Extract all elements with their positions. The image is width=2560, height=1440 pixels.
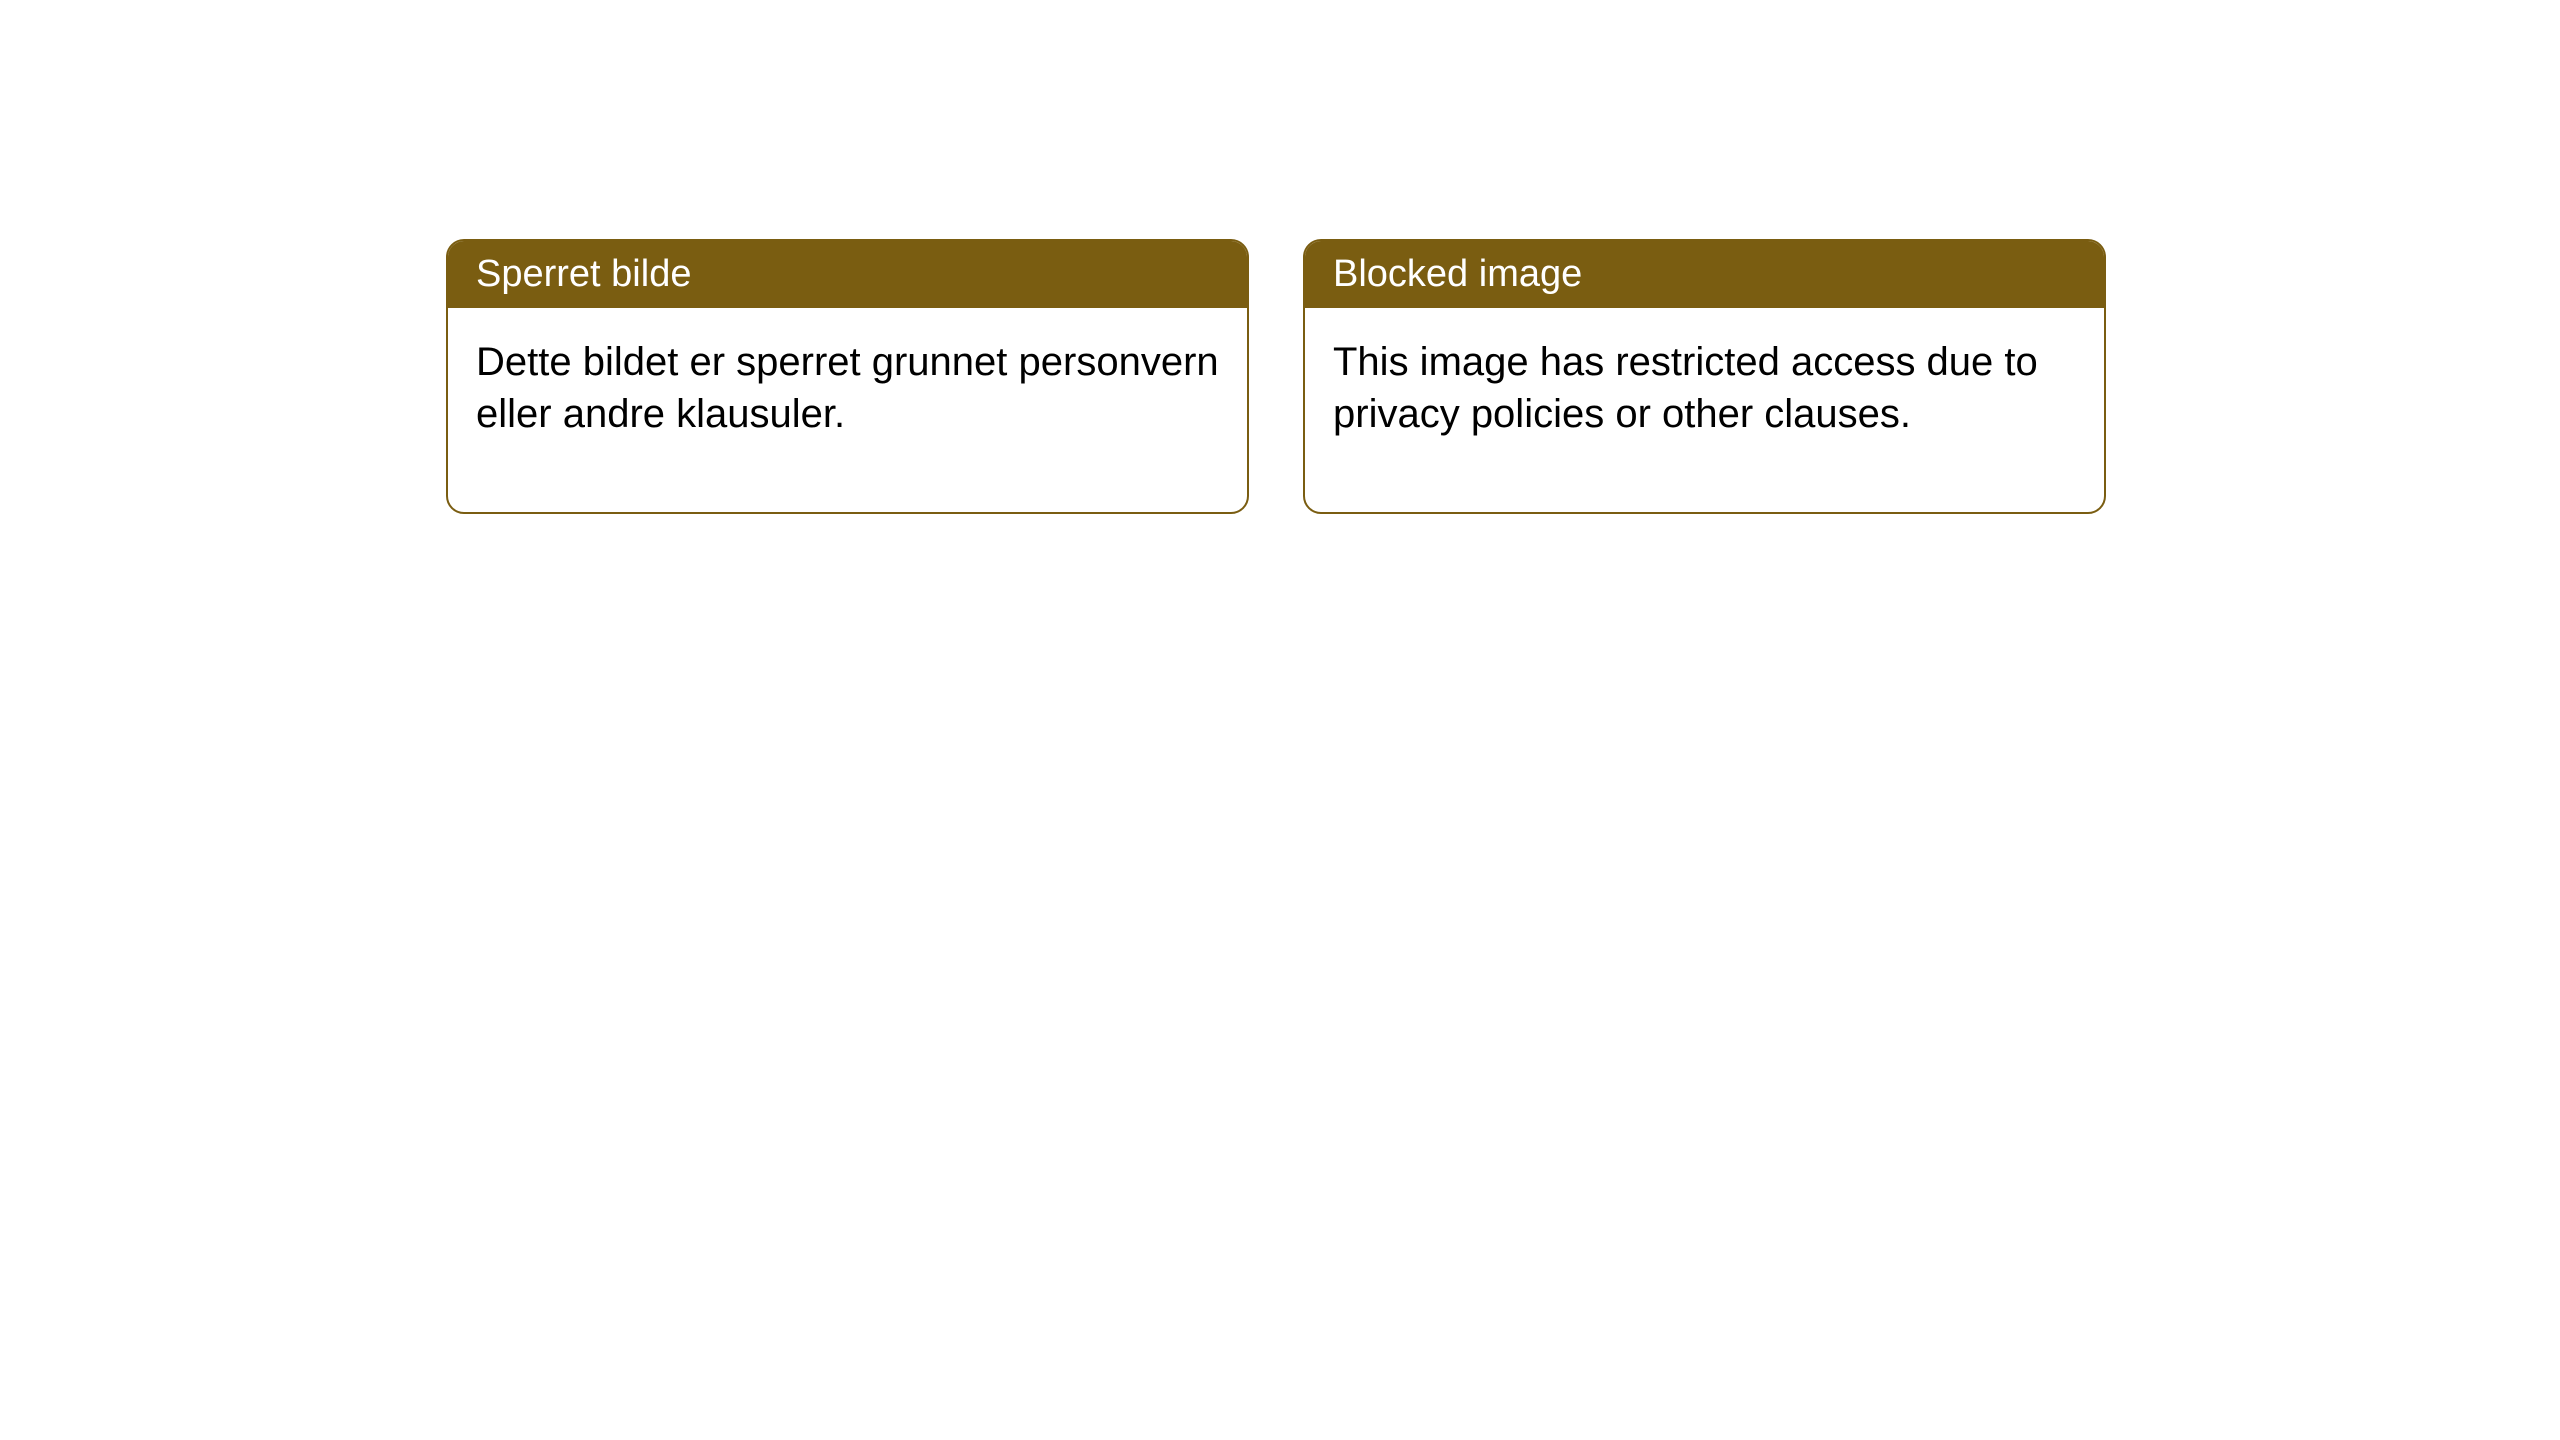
card-body-text: Dette bildet er sperret grunnet personve… [476,340,1219,436]
card-body: Dette bildet er sperret grunnet personve… [448,308,1247,512]
notice-card-norwegian: Sperret bilde Dette bildet er sperret gr… [446,239,1249,514]
card-body: This image has restricted access due to … [1305,308,2104,512]
card-title: Blocked image [1333,253,1582,295]
card-header: Sperret bilde [448,241,1247,308]
notice-card-english: Blocked image This image has restricted … [1303,239,2106,514]
notice-container: Sperret bilde Dette bildet er sperret gr… [0,0,2560,514]
card-header: Blocked image [1305,241,2104,308]
card-title: Sperret bilde [476,253,691,295]
card-body-text: This image has restricted access due to … [1333,340,2038,436]
